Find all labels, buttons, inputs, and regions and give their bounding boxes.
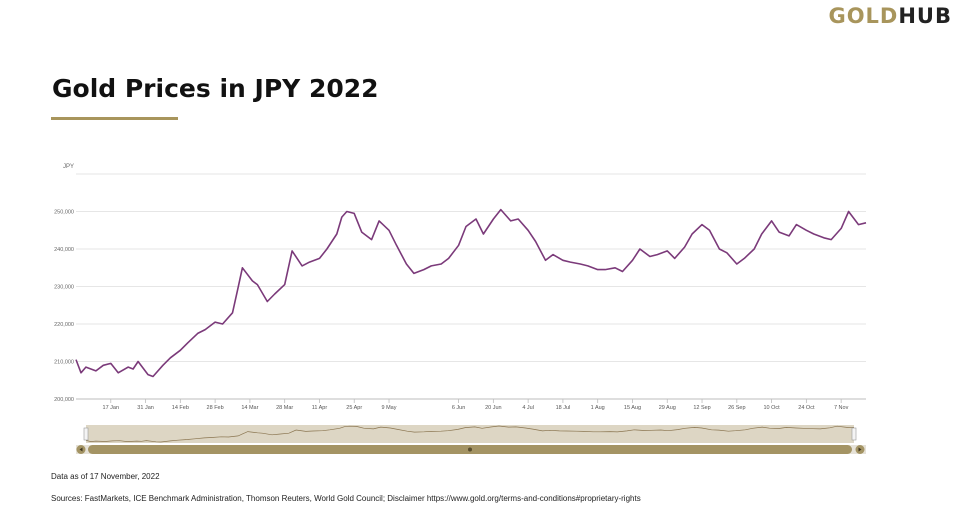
- x-tick-label: 10 Oct: [763, 405, 780, 411]
- sources-disclaimer: Sources: FastMarkets, ICE Benchmark Admi…: [51, 494, 641, 503]
- x-tick-label: 31 Jan: [137, 405, 154, 411]
- navigator-handle-left[interactable]: [83, 427, 89, 441]
- y-tick-label: 250,000: [54, 210, 74, 216]
- scroll-right-arrow-icon: [858, 447, 862, 452]
- y-tick-label: 230,000: [54, 285, 74, 291]
- scrollbar-grip-icon: [468, 447, 472, 452]
- navigator-series-line: [85, 425, 855, 443]
- data-as-of-note: Data as of 17 November, 2022: [51, 472, 160, 481]
- title-underline: [51, 117, 178, 120]
- x-tick-label: 17 Jan: [103, 405, 120, 411]
- gold-price-chart: JPY 200,000210,000220,000230,000240,0002…: [54, 164, 867, 454]
- x-tick-label: 20 Jun: [485, 405, 502, 411]
- x-tick-label: 6 Jun: [452, 405, 465, 411]
- y-tick-label: 210,000: [54, 360, 74, 366]
- x-tick-label: 14 Mar: [241, 405, 258, 411]
- y-axis-label: JPY: [63, 164, 74, 170]
- goldhub-logo: GOLDHUB: [828, 4, 952, 28]
- x-tick-label: 25 Apr: [346, 405, 362, 411]
- scroll-left-arrow-icon: [79, 447, 83, 452]
- x-tick-label: 24 Oct: [798, 405, 815, 411]
- x-tick-label: 28 Feb: [207, 405, 224, 411]
- x-tick-label: 15 Aug: [624, 405, 641, 411]
- x-tick-label: 28 Mar: [276, 405, 293, 411]
- range-navigator[interactable]: [83, 425, 857, 443]
- x-tick-label: 26 Sep: [728, 405, 745, 411]
- series-line: [75, 208, 867, 378]
- y-axis-ticks: 200,000 210,000 220,000 230,000 240,000 250,0…: [54, 210, 74, 404]
- x-tick-label: 7 Nov: [834, 405, 849, 411]
- navigator-background: [86, 425, 854, 443]
- navigator-scrollbar[interactable]: [76, 445, 866, 454]
- y-tick-label: 200,000: [54, 397, 74, 403]
- x-tick-label: 1 Aug: [591, 405, 605, 411]
- x-tick-label: 18 Jul: [556, 405, 571, 411]
- x-tick-label: 29 Aug: [659, 405, 676, 411]
- x-tick-label: 11 Apr: [312, 405, 328, 411]
- x-tick-label: 12 Sep: [693, 405, 710, 411]
- x-axis-ticks: 17 Jan 31 Jan 14 Feb 28 Feb 14 Mar 28 Mar 11 A…: [103, 399, 849, 411]
- page-title: Gold Prices in JPY 2022: [52, 74, 379, 103]
- chart-grid: [76, 173, 866, 400]
- navigator-handle-right[interactable]: [851, 427, 857, 441]
- x-tick-label: 4 Jul: [522, 405, 534, 411]
- y-tick-label: 220,000: [54, 322, 74, 328]
- x-tick-label: 14 Feb: [172, 405, 189, 411]
- x-tick-label: 9 May: [382, 405, 397, 411]
- y-tick-label: 240,000: [54, 247, 74, 253]
